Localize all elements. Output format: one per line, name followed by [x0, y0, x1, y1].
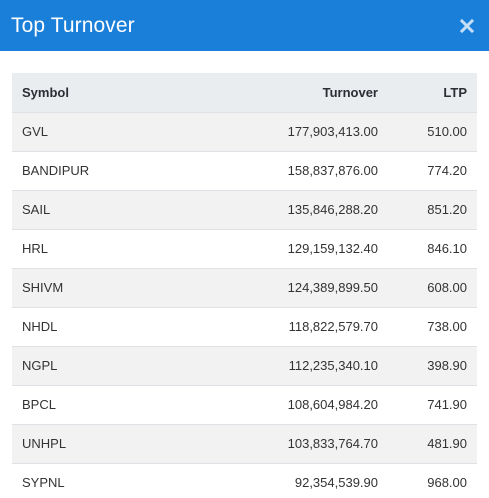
cell-turnover: 103,833,764.70 — [287, 436, 378, 451]
table-row[interactable]: NHDL 118,822,579.70 738.00 — [12, 307, 477, 346]
close-button[interactable] — [455, 14, 479, 38]
cell-ltp: 398.90 — [427, 358, 467, 373]
turnover-table-container: Symbol Turnover LTP GVL 177,903,413.00 5… — [12, 73, 477, 498]
cell-ltp: 774.20 — [427, 163, 467, 178]
turnover-table: Symbol Turnover LTP GVL 177,903,413.00 5… — [12, 73, 477, 498]
cell-ltp: 968.00 — [427, 475, 467, 491]
cell-symbol: BANDIPUR — [22, 163, 90, 178]
table-row[interactable]: NGPL 112,235,340.10 398.90 — [12, 346, 477, 385]
table-row[interactable]: UNHPL 103,833,764.70 481.90 — [12, 424, 477, 463]
table-row[interactable]: BPCL 108,604,984.20 741.90 — [12, 385, 477, 424]
cell-ltp: 510.00 — [427, 124, 467, 139]
modal-title: Top Turnover — [11, 13, 135, 37]
modal-header: Top Turnover — [0, 0, 489, 51]
cell-turnover: 177,903,413.00 — [287, 124, 378, 139]
column-header-ltp[interactable]: LTP — [443, 84, 467, 100]
cell-turnover: 118,822,579.70 — [288, 319, 378, 334]
cell-symbol: SAIL — [22, 202, 51, 217]
close-icon — [459, 18, 475, 33]
cell-turnover: 135,846,288.20 — [287, 202, 378, 217]
cell-symbol: BPCL — [22, 397, 56, 412]
cell-ltp: 741.90 — [427, 397, 467, 412]
table-row[interactable]: SHIVM 124,389,899.50 608.00 — [12, 268, 477, 307]
column-header-symbol[interactable]: Symbol — [22, 84, 69, 100]
cell-symbol: NGPL — [22, 358, 58, 373]
table-header-row: Symbol Turnover LTP — [12, 73, 477, 112]
cell-symbol: SHIVM — [22, 280, 64, 295]
cell-symbol: SYPNL — [22, 475, 65, 491]
cell-turnover: 108,604,984.20 — [287, 397, 378, 412]
cell-turnover: 129,159,132.40 — [287, 241, 378, 256]
cell-symbol: UNHPL — [22, 436, 67, 451]
table-row[interactable]: HRL 129,159,132.40 846.10 — [12, 229, 477, 268]
cell-symbol: HRL — [22, 241, 49, 256]
cell-ltp: 738.00 — [427, 319, 467, 334]
cell-symbol: GVL — [22, 124, 49, 139]
column-header-turnover[interactable]: Turnover — [322, 84, 378, 100]
cell-ltp: 846.10 — [427, 241, 467, 256]
table-row[interactable]: BANDIPUR 158,837,876.00 774.20 — [12, 151, 477, 190]
table-row[interactable]: SYPNL 92,354,539.90 968.00 — [12, 463, 477, 498]
table-row[interactable]: GVL 177,903,413.00 510.00 — [12, 112, 477, 151]
cell-ltp: 481.90 — [427, 436, 467, 451]
cell-turnover: 112,235,340.10 — [288, 358, 378, 373]
cell-ltp: 851.20 — [427, 202, 467, 217]
cell-turnover: 92,354,539.90 — [294, 475, 378, 491]
cell-turnover: 124,389,899.50 — [287, 280, 378, 295]
cell-turnover: 158,837,876.00 — [287, 163, 378, 178]
cell-ltp: 608.00 — [427, 280, 467, 295]
cell-symbol: NHDL — [22, 319, 58, 334]
table-row[interactable]: SAIL 135,846,288.20 851.20 — [12, 190, 477, 229]
